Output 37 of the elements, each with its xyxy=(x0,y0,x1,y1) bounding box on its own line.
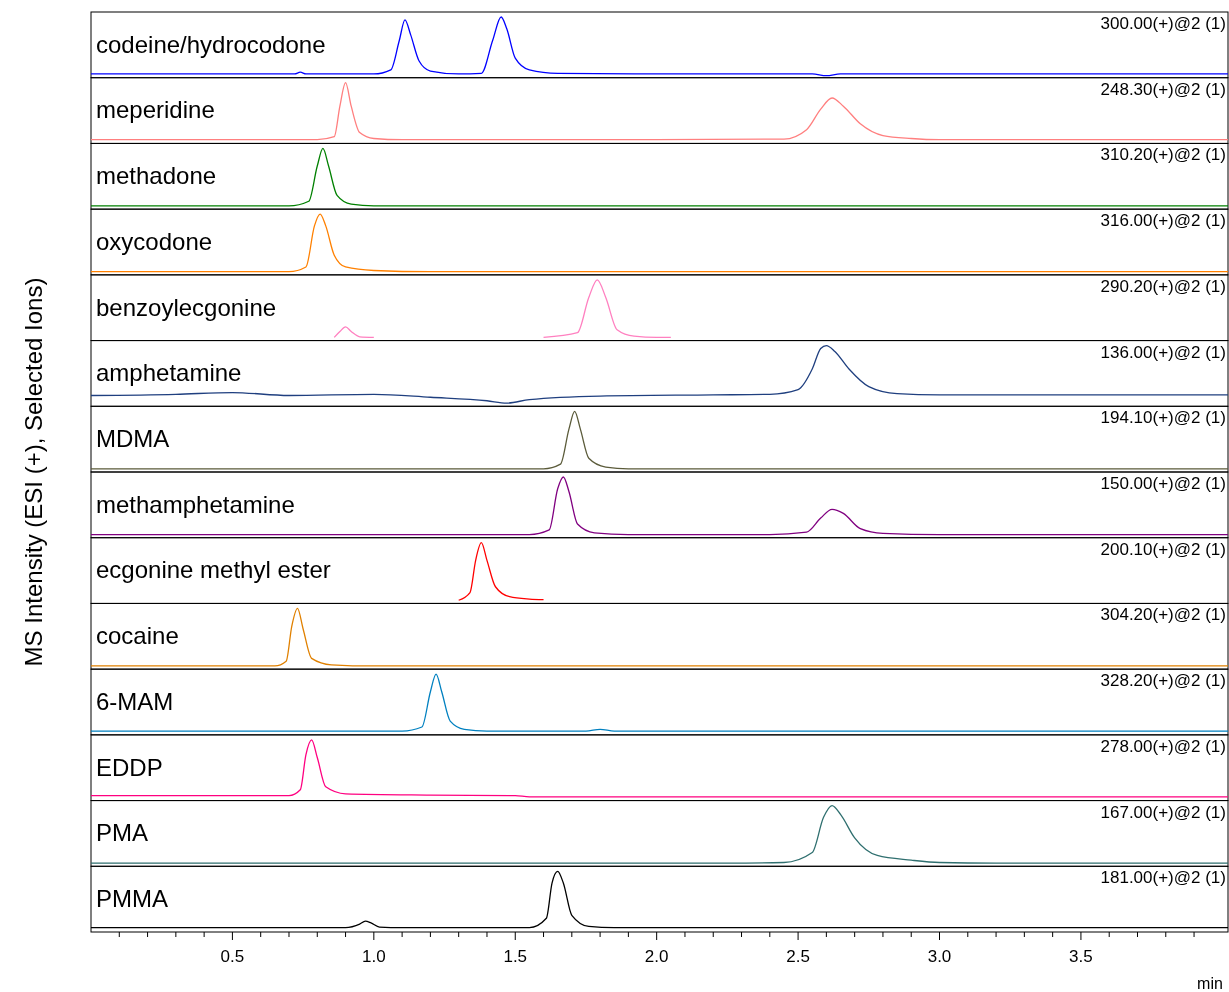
text: benzoylecgonine xyxy=(96,293,277,321)
text: cocaine xyxy=(96,622,179,650)
x-tick-label: 3.0 xyxy=(927,947,952,966)
text: methamphetamine xyxy=(96,490,295,518)
annotation: 136.00(+)@2 (1) xyxy=(1100,342,1226,362)
text: ecgonine methyl ester xyxy=(96,556,331,584)
x-tick-label: 0.5 xyxy=(220,947,245,966)
annotation: 310.20(+)@2 (1) xyxy=(1100,145,1226,165)
annotation: 248.30(+)@2 (1) xyxy=(1100,79,1226,99)
y-axis-title: MS Intensity (ESI (+), Selected Ions) xyxy=(20,277,47,667)
text: MDMA xyxy=(96,425,170,453)
annotation: 167.00(+)@2 (1) xyxy=(1100,802,1226,822)
text: amphetamine xyxy=(96,359,242,387)
annotation: 181.00(+)@2 (1) xyxy=(1100,868,1226,888)
x-tick-label: 1.0 xyxy=(362,947,386,966)
text: EDDP xyxy=(96,753,163,781)
x-tick-label: 2.0 xyxy=(644,947,669,966)
x-tick-label: 3.5 xyxy=(1069,947,1093,966)
annotation: 328.20(+)@2 (1) xyxy=(1100,671,1226,691)
annotation: 278.00(+)@2 (1) xyxy=(1100,736,1226,756)
annotation: 290.20(+)@2 (1) xyxy=(1100,276,1226,296)
text: meperidine xyxy=(96,96,215,124)
annotation: 316.00(+)@2 (1) xyxy=(1100,211,1226,231)
annotation: 300.00(+)@2 (1) xyxy=(1100,14,1226,33)
annotation: 200.10(+)@2 (1) xyxy=(1100,539,1226,559)
text: codeine/hydrocodone xyxy=(96,30,326,58)
x-tick-label: 2.5 xyxy=(786,947,810,966)
x-axis-title: min xyxy=(1197,975,1223,992)
text: 6-MAM xyxy=(96,687,174,715)
text: oxycodone xyxy=(96,227,213,255)
text: PMMA xyxy=(96,885,168,913)
text: PMA xyxy=(96,819,149,847)
annotation: 150.00(+)@2 (1) xyxy=(1100,474,1226,493)
x-tick-label: 1.5 xyxy=(503,947,528,966)
annotation: 304.20(+)@2 (1) xyxy=(1100,605,1226,625)
annotation: 194.10(+)@2 (1) xyxy=(1100,408,1226,428)
text: methadone xyxy=(96,162,217,190)
